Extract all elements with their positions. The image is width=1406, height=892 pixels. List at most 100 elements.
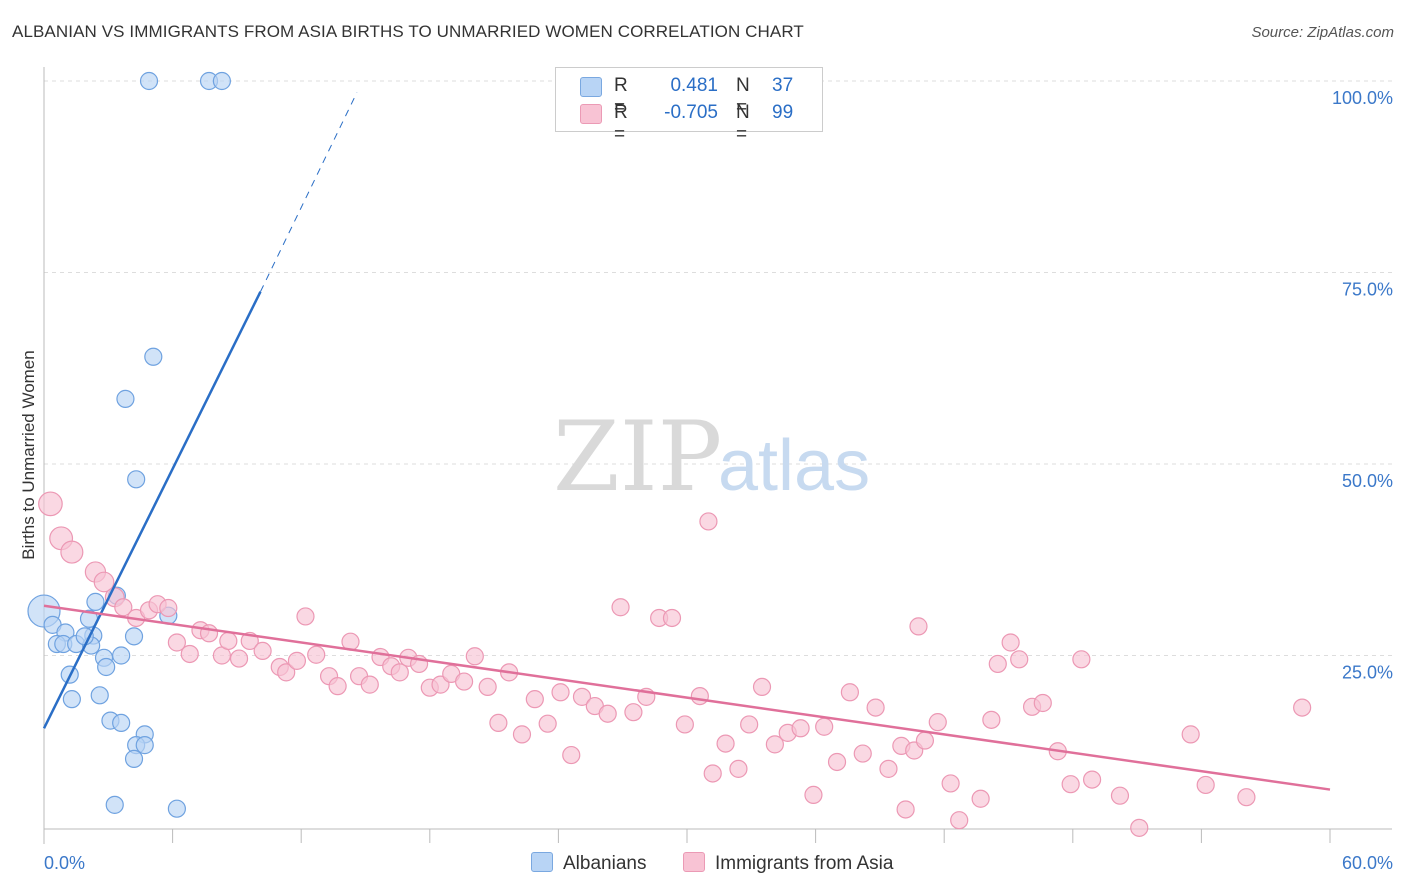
immigrants-point [765, 735, 784, 754]
immigrants-point [525, 690, 544, 709]
r-value: -0.705 [664, 102, 718, 123]
immigrants-point [915, 731, 935, 750]
albanians-point [139, 71, 159, 91]
albanians-point [124, 749, 144, 769]
y-tick-label: 75.0% [1342, 280, 1393, 300]
watermark-atlas: atlas [718, 426, 870, 506]
immigrants-point [1196, 775, 1215, 795]
chart-title: ALBANIAN VS IMMIGRANTS FROM ASIA BIRTHS … [12, 22, 804, 41]
immigrants-point [562, 745, 581, 765]
r-label: R = [614, 75, 628, 118]
immigrants-point [93, 571, 115, 593]
immigrants-legend-swatch [683, 852, 705, 872]
immigrants-point [1033, 693, 1052, 713]
immigrants-point [840, 683, 859, 702]
immigrants-point [478, 677, 497, 697]
immigrants-trend-line [43, 604, 1331, 791]
immigrants-point [624, 703, 643, 722]
immigrants-point [489, 713, 508, 733]
immigrants-point [703, 764, 722, 783]
trend-layer [42, 92, 1331, 791]
immigrants-point [538, 714, 557, 733]
albanians-point [112, 713, 131, 733]
albanians-point [90, 686, 109, 705]
immigrants-point [896, 800, 915, 819]
y-axis-label: Births to Unmarried Women [19, 350, 38, 559]
albanians-point [135, 736, 154, 755]
y-tick-label: 25.0% [1342, 663, 1393, 683]
n-value: 37 [772, 75, 794, 96]
immigrants-point [690, 686, 709, 706]
immigrants-point [180, 644, 199, 664]
immigrants-point [253, 641, 272, 661]
immigrants-point [296, 607, 315, 626]
immigrants-point [114, 598, 133, 617]
immigrants-point [1293, 698, 1312, 717]
immigrants-point [611, 598, 630, 617]
immigrants-point [1082, 770, 1102, 789]
albanians-trend-line [42, 291, 262, 729]
immigrants-point [928, 713, 947, 732]
immigrants-point [1130, 818, 1149, 837]
immigrants-point [277, 663, 296, 682]
immigrants-point [167, 633, 186, 652]
immigrants-point [729, 759, 748, 778]
immigrants-swatch [580, 104, 602, 124]
immigrants-point [879, 759, 898, 778]
albanians-point [62, 690, 81, 709]
x-tick-label-left: 0.0% [44, 853, 85, 873]
immigrants-point [1072, 650, 1091, 669]
immigrants-point [328, 677, 347, 696]
albanians-point [124, 627, 144, 646]
immigrants-point [791, 719, 810, 738]
immigrants-point [662, 608, 682, 628]
immigrants-point [60, 540, 84, 564]
immigrants-point [360, 675, 379, 694]
stats-legend: R = 0.481 N = 37 R = -0.705 N = 99 [555, 67, 823, 145]
immigrants-point [827, 752, 847, 772]
immigrants-point [287, 651, 307, 670]
immigrants-point [699, 512, 718, 531]
immigrants-point [307, 645, 326, 664]
immigrants-point [815, 717, 834, 736]
albanians-point [116, 389, 135, 408]
points-layer [27, 71, 1312, 837]
source-label: Source: ZipAtlas.com [1251, 24, 1394, 41]
immigrants-legend-label: Immigrants from Asia [715, 853, 894, 874]
immigrants-point [740, 715, 759, 734]
immigrants-point [971, 789, 990, 808]
immigrants-point [1110, 786, 1130, 805]
watermark: ZIP atlas [553, 401, 870, 513]
immigrants-point [551, 683, 570, 702]
r-value: 0.481 [670, 75, 718, 96]
immigrants-point [1181, 725, 1200, 744]
y-tick-label: 50.0% [1342, 471, 1393, 491]
immigrants-point [866, 698, 885, 717]
immigrants-point [804, 785, 823, 805]
immigrants-point [982, 710, 1001, 729]
r-label: R = [614, 102, 628, 145]
immigrants-point [159, 598, 178, 618]
albanians-legend-label: Albanians [563, 853, 647, 874]
immigrants-point [1061, 775, 1080, 794]
albanians-legend-swatch [531, 852, 553, 872]
x-tick-label-right: 60.0% [1342, 853, 1393, 873]
immigrants-point [853, 744, 872, 763]
albanians-point [127, 470, 146, 489]
albanians-point [105, 795, 124, 814]
immigrants-point [675, 715, 694, 734]
immigrants-point [752, 677, 772, 697]
n-label: N = [736, 75, 750, 118]
immigrants-point [716, 734, 735, 753]
immigrants-point [390, 663, 409, 682]
immigrants-point [431, 675, 450, 694]
n-value: 99 [772, 102, 794, 123]
bottom-legend-immigrants: Immigrants from Asia [683, 852, 893, 875]
immigrants-point [909, 617, 928, 636]
albanians-point [212, 71, 231, 91]
immigrants-point [512, 725, 532, 744]
immigrants-point [219, 631, 238, 651]
immigrants-point [454, 672, 474, 691]
albanians-trend-extension [260, 92, 358, 292]
